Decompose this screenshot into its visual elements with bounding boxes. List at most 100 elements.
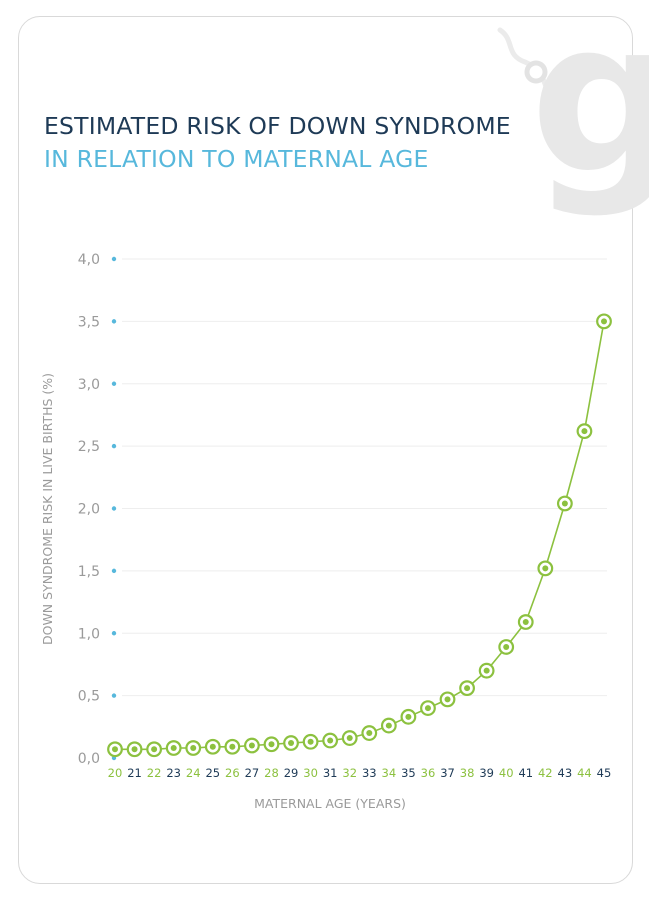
data-point bbox=[459, 680, 475, 697]
data-point bbox=[576, 423, 593, 440]
y-tick-dot bbox=[111, 568, 117, 574]
data-point-dot bbox=[385, 722, 392, 729]
series-line-path bbox=[115, 321, 605, 751]
y-tick-label: 1,0 bbox=[78, 626, 100, 642]
data-point bbox=[224, 738, 241, 755]
data-point-dot bbox=[346, 735, 353, 742]
data-point-dot bbox=[503, 643, 510, 650]
data-point-dot bbox=[561, 500, 568, 507]
x-tick-label: 20 bbox=[108, 766, 123, 780]
y-tick-label: 4,0 bbox=[78, 252, 100, 268]
x-tick-label: 35 bbox=[401, 766, 416, 780]
data-point-dot bbox=[268, 741, 275, 748]
x-tick-label: 42 bbox=[538, 766, 553, 780]
x-tick-label: 21 bbox=[127, 766, 142, 780]
data-point-dot bbox=[444, 696, 451, 703]
x-tick-label: 41 bbox=[518, 766, 533, 780]
chart-title-line1: ESTIMATED RISK OF DOWN SYNDROME bbox=[44, 112, 511, 140]
data-point-dot bbox=[483, 667, 490, 674]
data-point-dot bbox=[288, 740, 295, 747]
y-axis-ticks: 0,0 0,5 1,0 1,5 2,0 2,5 3,0 3,5 4,0 bbox=[78, 252, 117, 767]
x-tick-label: 24 bbox=[186, 766, 201, 780]
x-tick-label: 22 bbox=[147, 766, 162, 780]
data-point-dot bbox=[601, 318, 607, 325]
y-tick-label: 3,0 bbox=[78, 377, 100, 393]
x-tick-label: 31 bbox=[323, 766, 338, 780]
data-point bbox=[107, 741, 123, 758]
data-point bbox=[341, 730, 358, 746]
x-tick-label: 26 bbox=[225, 766, 240, 780]
x-tick-label: 38 bbox=[460, 766, 475, 780]
x-tick-label: 34 bbox=[382, 766, 397, 780]
y-tick-dot bbox=[111, 381, 117, 386]
data-point bbox=[283, 735, 299, 751]
data-point bbox=[596, 313, 612, 330]
data-point bbox=[556, 495, 573, 512]
data-point-dot bbox=[405, 713, 412, 720]
data-point bbox=[165, 740, 182, 756]
x-tick-label: 33 bbox=[362, 766, 377, 780]
x-tick-label: 44 bbox=[577, 766, 592, 780]
series-points bbox=[107, 313, 612, 758]
x-tick-label: 45 bbox=[597, 766, 612, 780]
x-tick-label: 32 bbox=[342, 766, 357, 780]
x-axis-title: MATERNAL AGE (YEARS) bbox=[254, 796, 406, 811]
data-point-dot bbox=[424, 705, 431, 712]
y-tick-label: 0,5 bbox=[78, 689, 100, 705]
y-tick-dot bbox=[111, 631, 117, 636]
data-point-dot bbox=[522, 619, 529, 626]
chart-title-line2: IN RELATION TO MATERNAL AGE bbox=[44, 145, 429, 173]
data-point-dot bbox=[112, 746, 118, 753]
data-point bbox=[322, 732, 339, 749]
data-point-dot bbox=[209, 743, 216, 750]
grid-lines bbox=[122, 258, 607, 697]
x-tick-label: 23 bbox=[166, 766, 181, 780]
y-tick-label: 1,5 bbox=[78, 564, 100, 580]
y-axis-title: DOWN SYNDROME RISK IN LIVE BIRTHS (%) bbox=[40, 373, 55, 645]
y-tick-label: 3,5 bbox=[78, 314, 100, 330]
data-point bbox=[185, 740, 202, 756]
y-tick-label: 2,0 bbox=[78, 502, 100, 518]
y-tick-dot bbox=[111, 256, 117, 262]
x-tick-label: 40 bbox=[499, 766, 514, 780]
data-point-dot bbox=[151, 746, 158, 753]
data-point bbox=[420, 700, 436, 716]
data-point bbox=[263, 736, 280, 753]
x-tick-label: 30 bbox=[303, 766, 318, 780]
y-tick-label: 2,5 bbox=[78, 439, 100, 455]
x-tick-label: 39 bbox=[479, 766, 494, 780]
y-tick-dot bbox=[111, 693, 117, 698]
x-tick-label: 36 bbox=[421, 766, 436, 780]
x-axis-ticks: 20 21 22 23 24 25 26 27 28 29 30 31 32 33 34 35 36 37 38 39… bbox=[108, 766, 612, 780]
data-point bbox=[204, 738, 221, 755]
data-point-dot bbox=[170, 745, 177, 752]
y-tick-dot bbox=[111, 506, 117, 511]
data-point-dot bbox=[464, 685, 471, 692]
data-point-dot bbox=[366, 730, 373, 737]
x-tick-label: 43 bbox=[558, 766, 573, 780]
x-tick-label: 28 bbox=[264, 766, 279, 780]
data-point bbox=[146, 741, 163, 758]
data-point-dot bbox=[248, 742, 255, 749]
x-tick-label: 27 bbox=[245, 766, 260, 780]
data-point bbox=[439, 691, 456, 708]
x-tick-label: 25 bbox=[205, 766, 220, 780]
data-point-dot bbox=[229, 743, 236, 750]
data-point-dot bbox=[307, 738, 314, 745]
y-tick-dot bbox=[111, 443, 117, 449]
x-tick-label: 29 bbox=[284, 766, 299, 780]
data-point bbox=[244, 737, 260, 754]
y-tick-dot bbox=[111, 319, 117, 324]
data-point bbox=[498, 639, 515, 655]
data-point-dot bbox=[542, 565, 549, 572]
series-line bbox=[115, 321, 605, 751]
data-point bbox=[361, 725, 378, 741]
x-tick-label: 37 bbox=[440, 766, 455, 780]
data-point bbox=[380, 717, 397, 734]
data-point-dot bbox=[327, 737, 334, 744]
data-point bbox=[537, 560, 554, 577]
data-point-dot bbox=[581, 428, 588, 435]
data-point bbox=[302, 733, 319, 750]
data-point bbox=[517, 614, 534, 630]
